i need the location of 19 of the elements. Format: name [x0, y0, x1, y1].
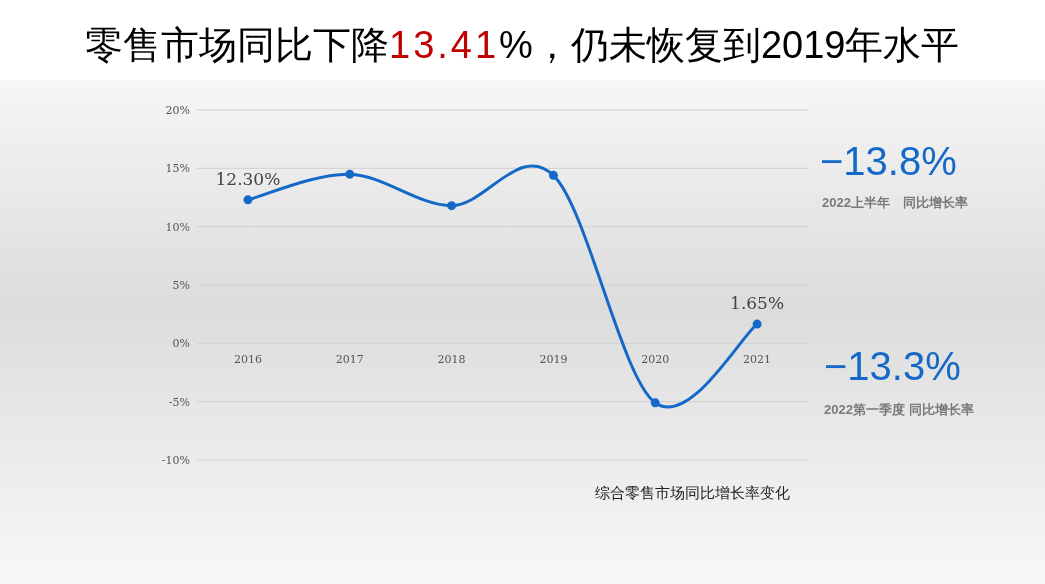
title: 零售市场同比下降13.41%，仍未恢复到2019年水平 [85, 24, 960, 66]
y-tick-label: 0% [172, 337, 190, 351]
y-tick-label: 15% [165, 162, 190, 176]
y-tick-label: 10% [165, 220, 190, 234]
x-tick-label: 2018 [437, 353, 466, 367]
y-tick-label: -10% [161, 454, 190, 467]
y-tick-label: 5% [172, 279, 190, 292]
annotation: −13.3% [824, 344, 961, 388]
annotation: 综合零售市场同比增长率变化 [595, 484, 790, 501]
x-tick-label: 2016 [233, 353, 262, 367]
annotation: 2022第一季度 同比增长率 [824, 402, 974, 417]
x-tick-label: 2021 [743, 353, 772, 367]
y-tick-label: 20% [165, 104, 190, 117]
x-tick-label: 2020 [641, 353, 670, 367]
annotation: 2022上半年 同比增长率 [822, 195, 968, 210]
annotation: −13.8% [820, 139, 957, 183]
y-tick-label: -5% [168, 395, 190, 409]
x-tick-label: 2019 [539, 353, 568, 367]
x-tick-label: 2017 [335, 353, 364, 367]
